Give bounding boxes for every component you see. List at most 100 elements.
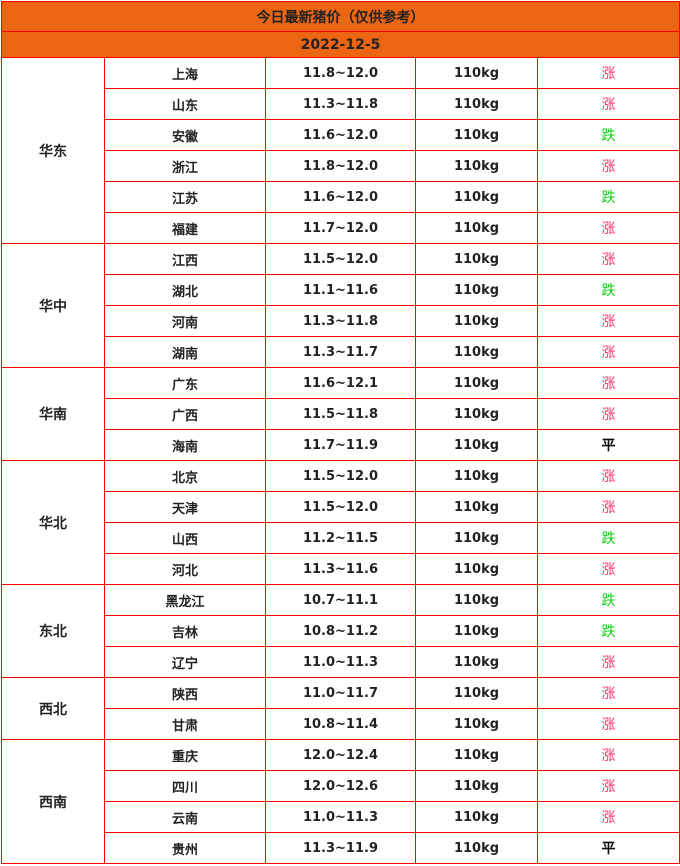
price-cell: 11.5~11.8 (265, 398, 416, 430)
province-cell: 陕西 (104, 677, 266, 709)
price-cell: 11.8~12.0 (265, 150, 416, 182)
province-cell: 海南 (104, 429, 266, 461)
province-cell: 广东 (104, 367, 266, 399)
province-cell: 江苏 (104, 181, 266, 213)
table-row: 华东 上海 11.8~12.0 110kg 涨 (1, 57, 680, 244)
table-row: 湖南 11.3~11.7 110kg 涨 (2, 336, 680, 368)
province-cell: 辽宁 (104, 646, 266, 678)
weight-cell: 110kg (415, 212, 538, 244)
price-cell: 11.6~12.0 (265, 119, 416, 151)
weight-cell: 110kg (415, 119, 538, 151)
weight-cell: 110kg (415, 88, 538, 120)
trend-cell: 涨 (536, 801, 680, 833)
trend-cell: 跌 (536, 119, 680, 151)
trend-cell: 涨 (536, 243, 680, 275)
price-cell: 11.0~11.3 (265, 801, 416, 833)
weight-cell: 110kg (415, 460, 538, 492)
title-row: 今日最新猪价（仅供参考） (0, 1, 680, 32)
price-cell: 10.7~11.1 (265, 584, 416, 616)
province-cell: 河南 (104, 305, 266, 337)
weight-cell: 110kg (415, 646, 538, 678)
trend-cell: 平 (536, 429, 680, 461)
region-cell: 西南 (1, 739, 105, 864)
weight-cell: 110kg (415, 553, 538, 585)
table-row: 辽宁 11.0~11.3 110kg 涨 (2, 646, 680, 678)
table-row: 山东 11.3~11.8 110kg 涨 (2, 88, 680, 120)
weight-cell: 110kg (415, 336, 538, 368)
table-title: 今日最新猪价（仅供参考） (0, 1, 680, 32)
table-row: 华中 江西 11.5~12.0 110kg 涨 (1, 243, 680, 368)
trend-cell: 涨 (536, 460, 680, 492)
price-cell: 11.0~11.7 (265, 677, 416, 709)
price-cell: 10.8~11.2 (265, 615, 416, 647)
trend-cell: 跌 (536, 274, 680, 306)
weight-cell: 110kg (415, 398, 538, 430)
table-row: 河南 11.3~11.8 110kg 涨 (2, 305, 680, 337)
province-cell: 北京 (104, 460, 266, 492)
province-cell: 四川 (104, 770, 266, 802)
trend-cell: 涨 (536, 739, 680, 771)
province-cell: 山西 (104, 522, 266, 554)
price-cell: 11.3~11.8 (265, 305, 416, 337)
price-cell: 11.1~11.6 (265, 274, 416, 306)
weight-cell: 110kg (415, 708, 538, 740)
trend-cell: 涨 (536, 305, 680, 337)
region-cell: 华东 (1, 57, 105, 244)
trend-cell: 涨 (536, 491, 680, 523)
table-row: 河北 11.3~11.6 110kg 涨 (2, 553, 680, 585)
province-cell: 福建 (104, 212, 266, 244)
price-cell: 12.0~12.6 (265, 770, 416, 802)
province-cell: 吉林 (104, 615, 266, 647)
province-cell: 上海 (104, 57, 266, 89)
trend-cell: 涨 (536, 646, 680, 678)
table-row: 西南 重庆 12.0~12.4 110kg 涨 (1, 739, 680, 864)
region-cell: 华南 (1, 367, 105, 461)
province-cell: 广西 (104, 398, 266, 430)
trend-cell: 跌 (536, 522, 680, 554)
weight-cell: 110kg (415, 491, 538, 523)
table-row: 吉林 10.8~11.2 110kg 跌 (2, 615, 680, 647)
weight-cell: 110kg (415, 584, 538, 616)
price-cell: 11.7~12.0 (265, 212, 416, 244)
trend-cell: 涨 (536, 57, 680, 89)
price-cell: 11.8~12.0 (265, 57, 416, 89)
table-row: 山西 11.2~11.5 110kg 跌 (2, 522, 680, 554)
province-cell: 湖南 (104, 336, 266, 368)
date-row: 2022-12-5 (0, 31, 680, 58)
trend-cell: 涨 (536, 150, 680, 182)
region-cell: 东北 (1, 584, 105, 678)
trend-cell: 涨 (536, 677, 680, 709)
table-row: 华南 广东 11.6~12.1 110kg 涨 (1, 367, 680, 461)
weight-cell: 110kg (415, 615, 538, 647)
province-cell: 天津 (104, 491, 266, 523)
price-cell: 11.5~12.0 (265, 460, 416, 492)
weight-cell: 110kg (415, 150, 538, 182)
price-cell: 11.5~12.0 (265, 243, 416, 275)
weight-cell: 110kg (415, 367, 538, 399)
province-cell: 云南 (104, 801, 266, 833)
price-cell: 11.2~11.5 (265, 522, 416, 554)
trend-cell: 涨 (536, 398, 680, 430)
trend-cell: 涨 (536, 212, 680, 244)
trend-cell: 跌 (536, 615, 680, 647)
region-cell: 华中 (1, 243, 105, 368)
trend-cell: 跌 (536, 181, 680, 213)
table-row: 福建 11.7~12.0 110kg 涨 (2, 212, 680, 244)
table-row: 华北 北京 11.5~12.0 110kg 涨 (1, 460, 680, 585)
table-row: 天津 11.5~12.0 110kg 涨 (2, 491, 680, 523)
trend-cell: 涨 (536, 88, 680, 120)
table-row: 东北 黑龙江 10.7~11.1 110kg 跌 (1, 584, 680, 678)
price-cell: 12.0~12.4 (265, 739, 416, 771)
province-cell: 甘肃 (104, 708, 266, 740)
province-cell: 湖北 (104, 274, 266, 306)
weight-cell: 110kg (415, 429, 538, 461)
table-row: 甘肃 10.8~11.4 110kg 涨 (2, 708, 680, 740)
weight-cell: 110kg (415, 274, 538, 306)
weight-cell: 110kg (415, 739, 538, 771)
price-cell: 11.5~12.0 (265, 491, 416, 523)
table-row: 西北 陕西 11.0~11.7 110kg 涨 (1, 677, 680, 740)
weight-cell: 110kg (415, 770, 538, 802)
price-cell: 11.3~11.8 (265, 88, 416, 120)
table-row: 安徽 11.6~12.0 110kg 跌 (2, 119, 680, 151)
trend-cell: 涨 (536, 553, 680, 585)
